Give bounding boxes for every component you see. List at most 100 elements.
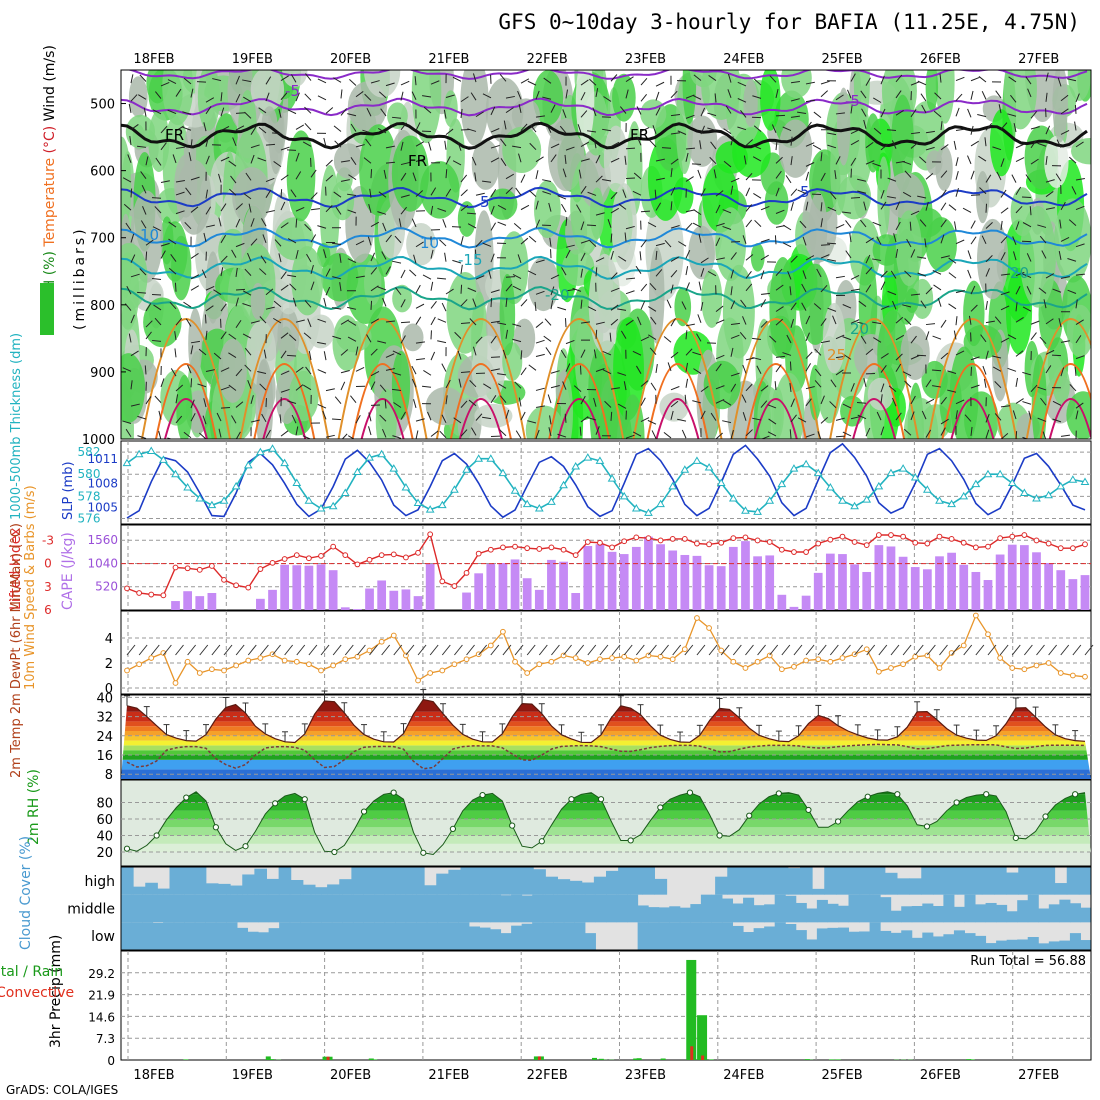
wind-barb	[325, 107, 334, 114]
cloud-cover-bar	[521, 867, 534, 895]
wind-barb	[125, 428, 132, 438]
wind-barb	[775, 318, 784, 326]
cape-bar	[1020, 545, 1029, 610]
warm-arch-contour	[950, 398, 995, 439]
cape-bar	[862, 571, 872, 610]
wind-barb	[805, 351, 813, 359]
wind-barb-10m	[805, 644, 815, 656]
wind-barb	[394, 235, 402, 244]
cloud-cover-bar	[901, 930, 913, 950]
wind-barb	[144, 365, 147, 375]
wind-barb	[948, 303, 957, 310]
wind-barb	[745, 139, 754, 146]
wind-barb	[842, 304, 852, 309]
thickness-point	[365, 453, 374, 461]
wind-barb	[895, 353, 903, 361]
li-point	[584, 539, 591, 545]
wind-barb	[685, 323, 695, 327]
wind-barb	[280, 75, 289, 82]
wind-barb-10m	[1084, 644, 1094, 656]
wind-barb	[468, 399, 477, 407]
wind-barb	[235, 125, 245, 131]
wind-barb	[250, 144, 260, 149]
li-point	[875, 532, 882, 538]
wind-barb	[512, 273, 522, 279]
wind-barb	[535, 219, 541, 229]
cape-tick-label: 1560	[87, 533, 118, 547]
wind-barb	[610, 233, 613, 243]
wind-speed-point	[888, 665, 894, 671]
wind-barb	[154, 317, 162, 326]
wind-barb	[789, 286, 792, 296]
wind-barb	[577, 124, 582, 133]
cloud-cover-bar	[184, 922, 196, 950]
wind-barb	[502, 349, 507, 359]
wind-barb	[153, 304, 162, 311]
rh-point	[183, 794, 190, 801]
cloud-cover-bar	[753, 905, 765, 923]
wind-barb	[580, 221, 585, 231]
wind-barb	[904, 270, 912, 278]
wind-ylabel: 10m Wind Speed & Barbs (m/s)	[23, 485, 38, 690]
date-label-top: 21FEB	[428, 52, 469, 67]
rh-shade	[485, 77, 524, 144]
wind-barb	[865, 427, 871, 437]
wind-barb	[216, 412, 222, 422]
cape-bar	[850, 564, 859, 610]
wind-barb	[503, 120, 507, 130]
wind-barb	[790, 188, 798, 196]
wind-barb	[213, 289, 222, 295]
wind-barb	[535, 429, 540, 439]
wind-barb	[858, 300, 867, 307]
warm-arch-contour	[534, 318, 625, 439]
wind-speed-point	[354, 653, 361, 660]
cloud-cover-bar	[173, 894, 185, 923]
temperature-contour	[121, 255, 1088, 281]
contour-label: 20	[1010, 264, 1029, 282]
rh-tick-label: 20	[96, 846, 113, 861]
rh-point	[923, 823, 931, 830]
wind-barb	[472, 73, 477, 83]
wind-barb	[1068, 219, 1077, 226]
wind-barb	[887, 196, 897, 199]
wind-barb	[325, 205, 333, 213]
wind-barb	[592, 107, 597, 117]
wind-barb	[722, 225, 732, 231]
wind-barb	[888, 385, 897, 393]
wind-barb	[880, 394, 883, 404]
wind-barb	[565, 244, 575, 248]
slp-line	[126, 442, 1086, 519]
wind-barb	[304, 93, 312, 101]
rh-shade	[250, 282, 266, 320]
cape-bar	[995, 554, 1005, 610]
wind-barb	[992, 355, 1002, 359]
thickness-point	[753, 507, 762, 515]
wind-barb	[714, 93, 717, 103]
cloud-cover-bar	[490, 929, 502, 950]
wind-barb	[377, 127, 387, 134]
wind-barb	[460, 284, 463, 294]
wind-speed-point	[960, 642, 967, 649]
wind-barb	[742, 364, 747, 374]
wind-barb	[427, 411, 432, 421]
wind-barb-10m	[769, 644, 779, 656]
wind-barb	[515, 187, 522, 196]
wind-barb	[160, 125, 168, 134]
wind-barb	[137, 145, 147, 148]
wind-barb	[130, 314, 135, 324]
contour-label: 25	[827, 346, 846, 364]
cloud-cover-bar	[302, 884, 316, 895]
wind-barb	[527, 420, 537, 424]
cape-bar	[983, 580, 993, 610]
wind-barb	[445, 379, 451, 389]
wind-barb	[895, 201, 901, 210]
wind-barb	[383, 169, 387, 179]
wind-barb	[857, 414, 867, 420]
thickness-point	[243, 460, 253, 469]
wind-barb	[580, 252, 586, 262]
contour-label: -5	[285, 82, 300, 100]
wind-barb	[880, 426, 885, 436]
rh-shade	[121, 243, 148, 311]
wind-barb	[528, 364, 537, 371]
precip-total-bar	[636, 1058, 642, 1060]
